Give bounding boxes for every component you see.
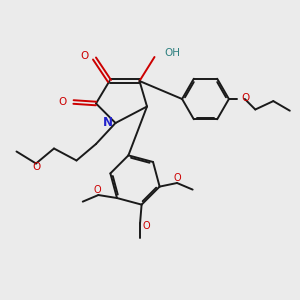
Text: O: O	[143, 220, 151, 231]
Text: O: O	[174, 172, 182, 183]
Text: O: O	[59, 97, 67, 107]
Text: N: N	[103, 116, 113, 129]
Text: O: O	[94, 184, 102, 195]
Text: O: O	[32, 162, 41, 172]
Text: OH: OH	[164, 48, 180, 59]
Text: O: O	[81, 51, 89, 61]
Text: O: O	[241, 93, 249, 103]
